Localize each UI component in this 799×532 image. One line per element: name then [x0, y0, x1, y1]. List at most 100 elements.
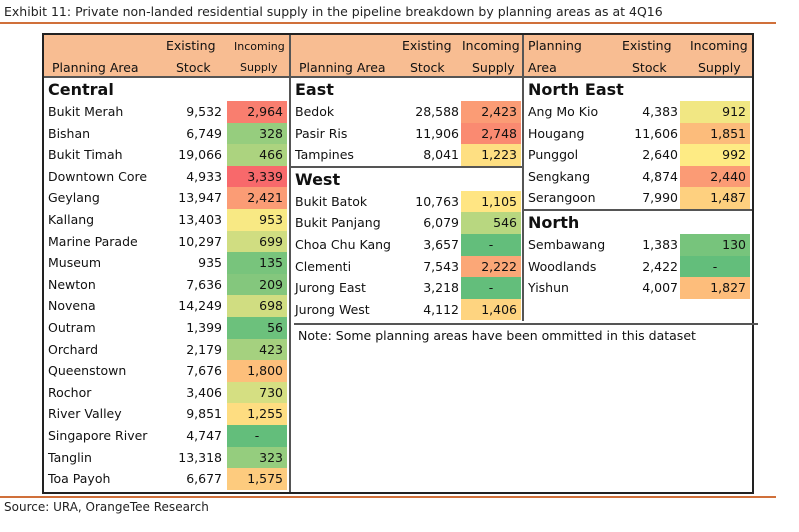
- column-divider: [289, 35, 291, 492]
- existing-stock: 4,874: [642, 168, 678, 184]
- header-area: Area: [528, 60, 557, 75]
- planning-area: Bukit Merah: [48, 104, 124, 119]
- existing-stock: 9,532: [186, 104, 222, 119]
- existing-stock: 10,763: [415, 193, 459, 209]
- table-row: Singapore River 4,747-: [44, 424, 289, 447]
- source-text: Source: URA, OrangeTee Research: [4, 500, 209, 514]
- table-row: Clementi 7,543 2,222: [291, 255, 522, 278]
- table-row: Kallang 13,403 953: [44, 208, 289, 231]
- region-heading: Central: [48, 80, 114, 99]
- existing-stock: 1,383: [642, 236, 678, 252]
- existing-stock: 935: [198, 255, 222, 271]
- incoming-supply: 56: [227, 316, 287, 339]
- table-row: Novena 14,249 698: [44, 295, 289, 317]
- incoming-supply: -: [461, 233, 521, 256]
- planning-area: Yishun: [528, 280, 569, 296]
- existing-stock: 7,636: [186, 276, 222, 292]
- existing-stock: 14,249: [178, 298, 222, 314]
- incoming-supply: 2,222: [461, 255, 521, 278]
- table-row: Downtown Core 4,933 3,339: [44, 165, 289, 188]
- incoming-supply: -: [227, 424, 287, 447]
- header-area: Planning Area: [52, 60, 139, 75]
- exhibit-title: Exhibit 11: Private non-landed residenti…: [4, 4, 663, 19]
- planning-area: Woodlands: [528, 258, 597, 274]
- planning-area: Choa Chu Kang: [295, 236, 391, 252]
- existing-stock: 1,399: [186, 319, 222, 335]
- header-stock: Existing: [622, 38, 672, 53]
- planning-area: Hougang: [528, 125, 585, 141]
- planning-area: Ang Mo Kio: [528, 104, 599, 119]
- incoming-supply: 1,255: [227, 403, 287, 425]
- existing-stock: 13,403: [178, 211, 222, 227]
- existing-stock: 9,851: [186, 406, 222, 422]
- dataset-note: Note: Some planning areas have been ommi…: [294, 323, 758, 346]
- north-block: North East Ang Mo Kio 4,383 912 Hougang 11,60…: [524, 78, 752, 299]
- table-row: Newton 7,636 209: [44, 273, 289, 296]
- planning-area: Downtown Core: [48, 168, 148, 184]
- header-area: Planning Area: [299, 60, 386, 75]
- incoming-supply: 1,105: [461, 190, 521, 213]
- header-stock: Existing: [166, 38, 216, 53]
- header-supply: Incoming: [462, 38, 520, 53]
- planning-area: Tanglin: [48, 449, 92, 465]
- planning-area: Marine Parade: [48, 233, 138, 249]
- existing-stock: 11,906: [415, 125, 459, 141]
- incoming-supply: 1,487: [680, 187, 750, 209]
- existing-stock: 6,749: [186, 125, 222, 141]
- incoming-supply: 130: [680, 233, 750, 256]
- table-row: Bedok 28,588 2,423: [291, 101, 522, 123]
- table-row: Queenstown 7,676 1,800: [44, 360, 289, 382]
- incoming-supply: -: [461, 277, 521, 299]
- table-row: Jurong East 3,218-: [291, 277, 522, 299]
- table-header: Planning Area Existing Stock Incoming Su…: [44, 35, 752, 78]
- existing-stock: 7,676: [186, 363, 222, 379]
- table-row: Ang Mo Kio 4,383 912: [524, 101, 752, 123]
- table-row: Woodlands 2,422-: [524, 255, 752, 278]
- incoming-supply: 1,800: [227, 360, 287, 382]
- incoming-supply: 2,423: [461, 101, 521, 123]
- existing-stock: 4,383: [642, 104, 678, 119]
- region-heading: North: [524, 208, 752, 234]
- table-row: Choa Chu Kang 3,657-: [291, 233, 522, 256]
- planning-area: Bukit Panjang: [295, 215, 381, 231]
- incoming-supply: 698: [227, 295, 287, 317]
- table-row: Geylang 13,947 2,421: [44, 187, 289, 209]
- existing-stock: 28,588: [415, 104, 459, 119]
- planning-area: Tampines: [295, 147, 354, 163]
- incoming-supply: 135: [227, 252, 287, 274]
- incoming-supply: 2,964: [227, 101, 287, 123]
- region-heading: East: [295, 80, 334, 99]
- incoming-supply: 546: [461, 212, 521, 234]
- planning-area: Jurong West: [295, 301, 370, 317]
- planning-area: Newton: [48, 276, 96, 292]
- header-supply: Supply: [698, 60, 741, 75]
- top-rule: [0, 22, 776, 24]
- existing-stock: 11,606: [634, 125, 678, 141]
- table-row: Orchard 2,179 423: [44, 338, 289, 361]
- header-supply: Incoming: [234, 40, 285, 53]
- table-row: Bishan 6,749 328: [44, 122, 289, 145]
- table-row: Pasir Ris 11,906 2,748: [291, 122, 522, 145]
- incoming-supply: 1,575: [227, 468, 287, 490]
- incoming-supply: 209: [227, 273, 287, 296]
- header-area: Planning: [528, 38, 582, 53]
- existing-stock: 4,933: [186, 168, 222, 184]
- table-row: Bukit Timah 19,066 466: [44, 144, 289, 166]
- existing-stock: 6,079: [423, 215, 459, 231]
- table-row: Bukit Merah 9,532 2,964: [44, 101, 289, 123]
- table-row: Bukit Panjang 6,079 546: [291, 212, 522, 234]
- planning-area: Sengkang: [528, 168, 591, 184]
- incoming-supply: 2,440: [680, 165, 750, 188]
- table-row: Toa Payoh 6,677 1,575: [44, 468, 289, 490]
- existing-stock: 6,677: [186, 471, 222, 487]
- planning-area: Bukit Timah: [48, 147, 123, 163]
- existing-stock: 10,297: [178, 233, 222, 249]
- incoming-supply: 466: [227, 144, 287, 166]
- header-stock: Stock: [632, 60, 667, 75]
- existing-stock: 7,990: [642, 190, 678, 206]
- planning-area: Bedok: [295, 104, 335, 119]
- bottom-rule: [0, 496, 776, 498]
- existing-stock: 19,066: [178, 147, 222, 163]
- existing-stock: 8,041: [423, 147, 459, 163]
- table-row: Rochor 3,406 730: [44, 381, 289, 404]
